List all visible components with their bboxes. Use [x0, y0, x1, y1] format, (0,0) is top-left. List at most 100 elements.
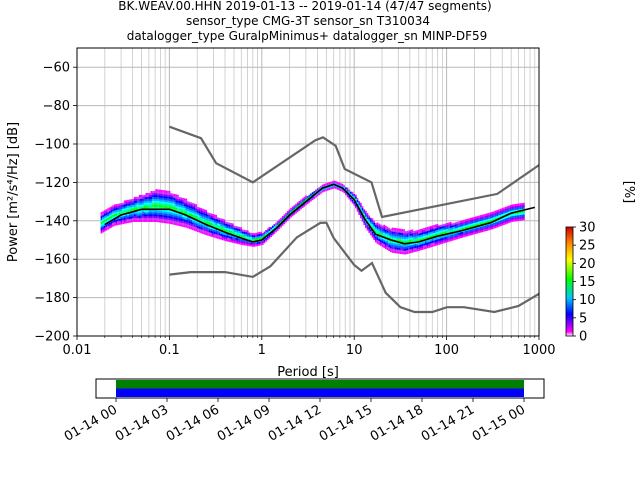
psd-bin	[158, 193, 161, 196]
psd-bin	[246, 230, 249, 233]
psd-bin	[150, 212, 153, 215]
psd-bin	[496, 221, 499, 224]
psd-bin	[110, 210, 113, 213]
psd-bin	[434, 232, 437, 235]
psd-bin	[494, 214, 497, 217]
psd-bin	[128, 209, 131, 212]
psd-bin	[250, 244, 252, 247]
psd-bin	[396, 243, 399, 246]
psd-bin	[258, 233, 261, 237]
coverage-bar	[116, 380, 524, 389]
psd-bin	[173, 203, 176, 206]
psd-bin	[419, 234, 422, 237]
psd-bin	[200, 208, 203, 211]
psd-bin	[245, 230, 247, 233]
psd-bin	[281, 217, 284, 221]
psd-bin	[218, 221, 221, 224]
psd-bin	[316, 194, 319, 197]
psd-bin	[150, 210, 153, 213]
psd-bin	[393, 233, 395, 236]
psd-bin	[381, 229, 384, 232]
psd-bin	[399, 247, 402, 251]
psd-bin	[383, 238, 385, 241]
psd-bin	[408, 232, 410, 235]
psd-bin	[458, 225, 460, 228]
psd-bin	[409, 235, 412, 238]
psd-bin	[187, 205, 189, 208]
psd-bin	[128, 218, 131, 221]
psd-bin	[162, 199, 164, 202]
psd-bin	[168, 215, 171, 219]
psd-bin	[301, 205, 304, 209]
psd-bin	[468, 224, 470, 227]
psd-bin	[409, 229, 412, 233]
psd-bin	[220, 218, 223, 221]
psd-bin	[110, 214, 113, 217]
psd-bin	[222, 234, 224, 237]
psd-bin	[411, 235, 414, 238]
psd-bin	[248, 238, 251, 241]
psd-bin	[230, 226, 232, 229]
psd-bin	[371, 224, 374, 227]
psd-bin	[170, 198, 173, 202]
psd-bin	[469, 223, 472, 226]
psd-bin	[398, 240, 400, 243]
psd-bin	[508, 219, 510, 222]
psd-bin	[253, 244, 256, 247]
psd-bin	[375, 228, 377, 231]
psd-bin	[474, 222, 477, 225]
psd-bin	[305, 197, 307, 200]
psd-bin	[190, 225, 193, 228]
y-tick-label: −200	[34, 330, 70, 345]
psd-bin	[401, 240, 404, 243]
psd-bin	[238, 234, 241, 237]
psd-bin	[185, 206, 188, 209]
psd-bin	[238, 240, 241, 243]
psd-bin	[193, 226, 196, 229]
psd-bin	[195, 229, 198, 232]
y-tick-label: −140	[34, 214, 70, 229]
psd-bin	[205, 231, 208, 234]
psd-bin	[436, 229, 439, 232]
psd-bin	[403, 231, 405, 234]
psd-bin	[396, 251, 399, 254]
psd-bin	[137, 212, 139, 215]
psd-bin	[458, 228, 460, 232]
psd-bin	[361, 209, 364, 213]
psd-bin	[459, 224, 462, 227]
psd-bin	[256, 232, 259, 235]
psd-bin	[399, 236, 402, 239]
psd-bin	[478, 223, 480, 226]
psd-bin	[167, 192, 169, 195]
psd-bin	[436, 237, 439, 240]
psd-bin	[167, 215, 169, 218]
psd-bin	[180, 222, 183, 225]
psd-bin	[494, 224, 497, 227]
psd-bin	[268, 226, 271, 230]
psd-bin	[375, 238, 377, 241]
psd-bin	[421, 230, 424, 233]
psd-bin	[508, 221, 510, 224]
psd-bin	[157, 198, 159, 202]
psd-bin	[509, 210, 512, 213]
psd-bin	[238, 230, 241, 233]
psd-bin	[163, 197, 166, 201]
psd-bin	[335, 186, 337, 189]
psd-bin	[138, 196, 141, 199]
psd-bin	[393, 231, 395, 234]
psd-bin	[358, 205, 361, 208]
psd-bin	[436, 225, 439, 229]
psd-bin	[175, 221, 178, 224]
psd-bin	[461, 227, 464, 231]
psd-bin	[182, 222, 184, 225]
psd-bin	[370, 229, 372, 232]
psd-bin	[305, 199, 307, 202]
psd-bin	[386, 244, 389, 247]
psd-bin	[401, 230, 404, 234]
psd-bin	[428, 228, 430, 231]
psd-bin	[213, 227, 216, 231]
psd-bin	[167, 211, 169, 214]
psd-bin	[246, 238, 249, 241]
psd-bin	[266, 236, 269, 239]
psd-bin	[195, 206, 198, 209]
